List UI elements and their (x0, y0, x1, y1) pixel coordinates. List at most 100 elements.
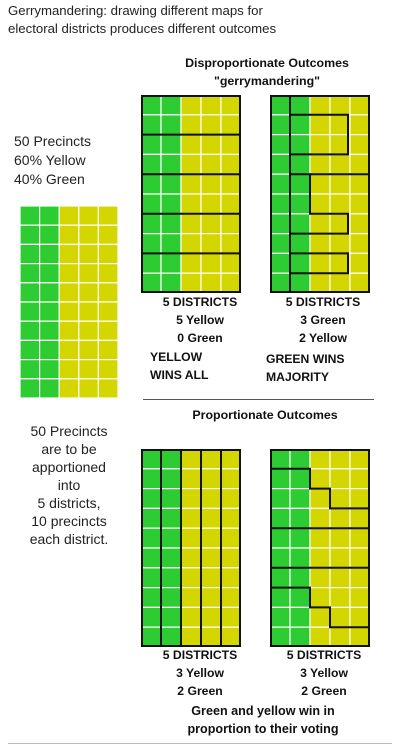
yellow-precinct (220, 449, 241, 470)
yellow-precinct (220, 272, 241, 293)
yellow-precinct (200, 213, 222, 235)
map-outline (141, 449, 241, 647)
yellow-precinct (220, 193, 241, 215)
yellow-precinct (97, 262, 118, 284)
green-precinct (160, 213, 182, 235)
yellow-precinct (220, 133, 241, 155)
map-b-verdict: GREEN WINS MAJORITY (266, 350, 386, 386)
map-c-label: 5 DISTRICTS 3 Yellow 2 Green (140, 646, 260, 700)
yellow-precinct (180, 547, 202, 569)
yellow-precinct (97, 359, 118, 380)
note-line-4: into (57, 477, 81, 493)
yellow-precinct (180, 567, 202, 589)
yellow-precinct (309, 606, 331, 628)
yellow-precinct (220, 527, 241, 549)
green-precinct (289, 507, 311, 529)
green-precinct (141, 272, 162, 293)
yellow-precinct (220, 153, 241, 175)
yellow-precinct (58, 243, 80, 265)
yellow-precinct (329, 567, 351, 589)
yellow-precinct (349, 153, 370, 175)
green-precinct (39, 339, 60, 361)
green-precinct (160, 587, 182, 609)
proportionate-heading: Proportionate Outcomes (192, 408, 338, 422)
green-precinct (160, 252, 182, 274)
note-line-5: 5 districts, (37, 495, 101, 511)
yellow-precinct (309, 487, 331, 509)
yellow-precinct (349, 272, 370, 293)
map-green-wins-majority (270, 95, 370, 293)
green-precinct (160, 233, 182, 255)
stat-yellow: 60% Yellow (14, 152, 86, 168)
disproportionate-heading-line-1: Disproportionate Outcomes (185, 56, 349, 70)
stat-green: 40% Green (14, 171, 85, 187)
green-precinct (160, 606, 182, 628)
yellow-precinct (200, 193, 222, 215)
yellow-precinct (180, 487, 202, 509)
yellow-precinct (180, 449, 202, 470)
green-precinct (141, 626, 162, 647)
yellow-precinct (180, 233, 202, 255)
yellow-precinct (97, 378, 118, 398)
yellow-precinct (309, 193, 331, 215)
green-precinct (270, 233, 291, 255)
apportion-note: 50 Precincts are to be apportioned into … (10, 422, 128, 548)
green-precinct (270, 193, 291, 215)
green-precinct (270, 114, 291, 136)
green-precinct (289, 606, 311, 628)
note-line-1: 50 Precincts (30, 423, 108, 439)
yellow-precinct (349, 606, 370, 628)
yellow-precinct (309, 272, 331, 293)
yellow-precinct (309, 587, 331, 609)
yellow-precinct (329, 173, 351, 195)
green-precinct (160, 547, 182, 569)
green-precinct (141, 527, 162, 549)
closing-line-2: proportion to their voting (187, 722, 339, 736)
yellow-precinct (309, 153, 331, 175)
yellow-precinct (180, 114, 202, 136)
green-precinct (160, 95, 182, 116)
yellow-precinct (349, 193, 370, 215)
green-precinct (270, 527, 291, 549)
green-precinct (20, 378, 41, 398)
green-precinct (289, 193, 311, 215)
yellow-precinct (97, 320, 118, 341)
green-precinct (270, 567, 291, 589)
green-precinct (289, 114, 311, 136)
yellow-precinct (78, 224, 99, 246)
green-precinct (39, 320, 60, 341)
note-line-2: are to be (41, 441, 97, 457)
yellow-precinct (78, 378, 99, 398)
map-proportionate-columns (141, 449, 241, 647)
yellow-precinct (329, 587, 351, 609)
yellow-precinct (309, 114, 331, 136)
yellow-precinct (309, 547, 331, 569)
stat-precincts: 50 Precincts (14, 133, 92, 149)
map-a-green: 0 Green (177, 331, 223, 345)
green-precinct (39, 206, 60, 226)
green-precinct (289, 449, 311, 470)
green-precinct (141, 173, 162, 195)
green-precinct (160, 272, 182, 293)
title-line-1: Gerrymandering: drawing different maps f… (8, 3, 263, 18)
yellow-precinct (349, 173, 370, 195)
green-precinct (289, 468, 311, 490)
yellow-precinct (220, 507, 241, 529)
yellow-precinct (200, 468, 222, 490)
yellow-precinct (309, 233, 331, 255)
yellow-precinct (220, 468, 241, 490)
green-precinct (141, 487, 162, 509)
note-line-7: each district. (29, 531, 109, 547)
green-precinct (20, 301, 41, 322)
green-precinct (20, 243, 41, 265)
map-c-green: 2 Green (177, 684, 223, 698)
yellow-precinct (58, 339, 80, 361)
yellow-precinct (180, 468, 202, 490)
map-outline (141, 95, 241, 293)
yellow-precinct (180, 606, 202, 628)
green-precinct (289, 133, 311, 155)
yellow-precinct (200, 449, 222, 470)
yellow-precinct (78, 339, 99, 361)
yellow-precinct (220, 547, 241, 569)
closing-caption: Green and yellow win in proportion to th… (138, 702, 388, 738)
